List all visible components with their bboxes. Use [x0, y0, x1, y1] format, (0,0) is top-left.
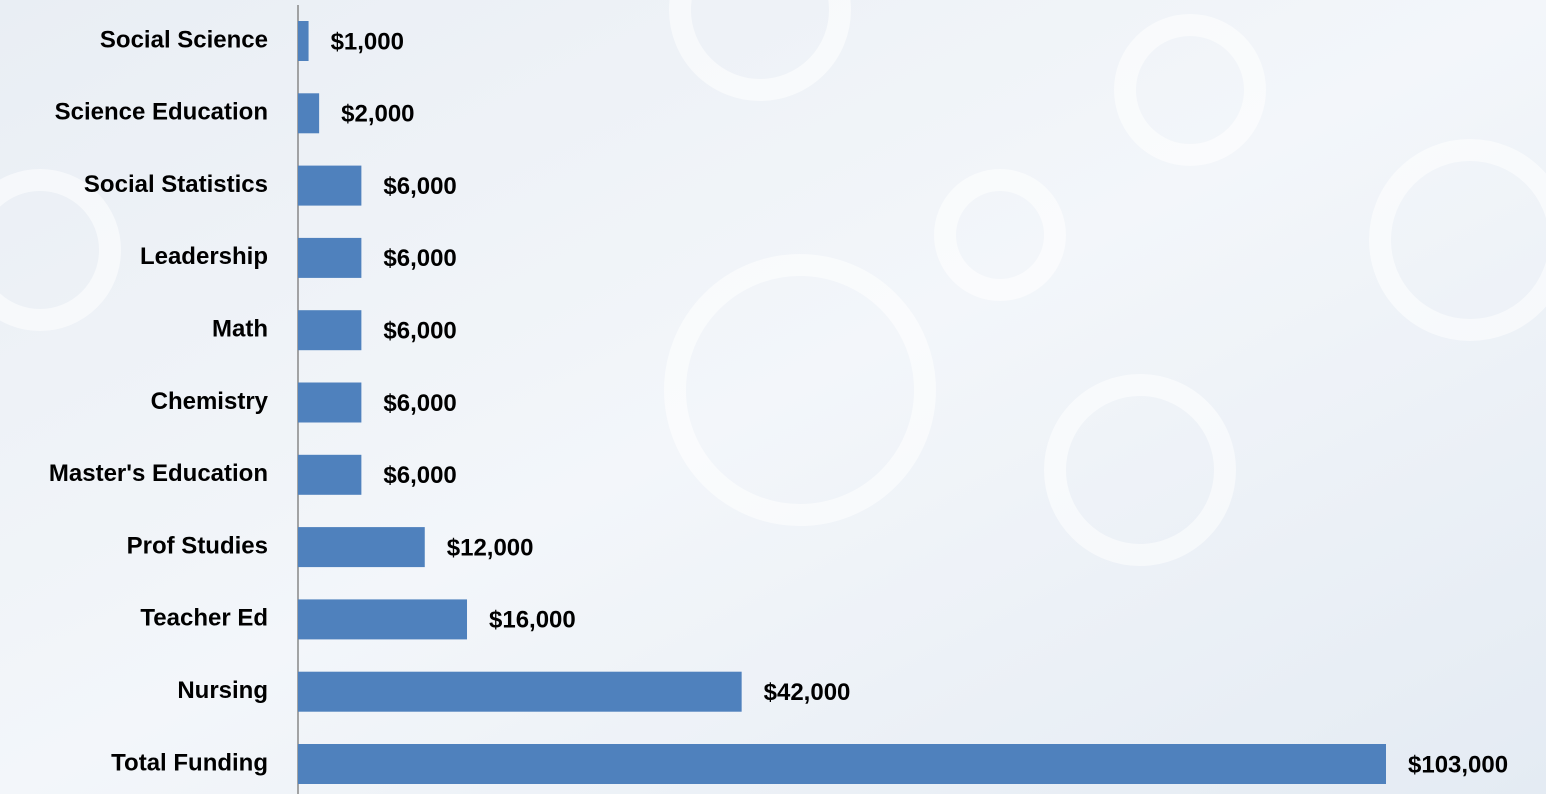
- category-label: Social Science: [100, 26, 268, 53]
- category-label: Science Education: [55, 99, 268, 126]
- value-label: $6,000: [383, 318, 456, 345]
- category-label: Teacher Ed: [140, 605, 268, 632]
- category-label: Math: [212, 316, 268, 343]
- bar: [298, 93, 320, 134]
- category-label: Master's Education: [49, 460, 268, 487]
- bar: [298, 165, 362, 206]
- bar: [298, 454, 362, 495]
- category-label: Chemistry: [151, 388, 269, 415]
- value-label: $6,000: [383, 462, 456, 489]
- bar: [298, 310, 362, 351]
- value-label: $16,000: [489, 607, 576, 634]
- value-label: $2,000: [341, 101, 414, 128]
- value-label: $6,000: [383, 390, 456, 417]
- value-label: $6,000: [383, 245, 456, 272]
- category-label: Social Statistics: [84, 171, 268, 198]
- category-label: Nursing: [177, 677, 268, 704]
- bar: [298, 599, 468, 640]
- bar: [298, 21, 309, 61]
- bar: [298, 671, 742, 712]
- value-label: $1,000: [331, 28, 404, 55]
- value-label: $12,000: [447, 534, 534, 561]
- category-label: Prof Studies: [127, 532, 268, 559]
- bar: [298, 382, 362, 423]
- bar: [298, 744, 1386, 784]
- bar: [298, 237, 362, 278]
- value-label: $42,000: [764, 679, 851, 706]
- value-label: $6,000: [383, 173, 456, 200]
- category-label: Leadership: [140, 243, 268, 270]
- value-label: $103,000: [1408, 751, 1508, 778]
- category-label: Total Funding: [111, 749, 268, 776]
- bar: [298, 527, 425, 568]
- background-decoration: [0, 0, 1546, 555]
